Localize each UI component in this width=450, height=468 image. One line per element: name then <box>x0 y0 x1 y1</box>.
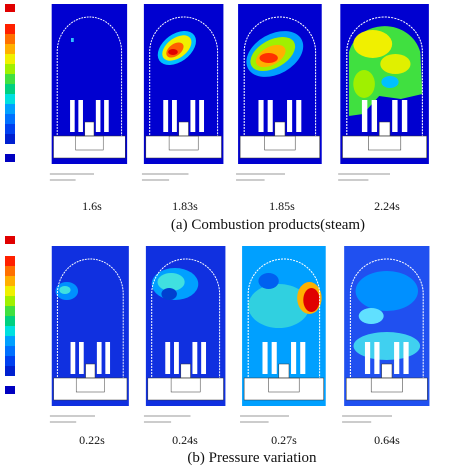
panel-b4 <box>341 246 430 423</box>
time-label: 0.24s <box>172 433 198 447</box>
time-label: 2.24s <box>374 199 400 213</box>
legend-a <box>5 4 15 162</box>
caption: (b) Pressure variation <box>187 450 317 466</box>
panel-a3 <box>235 4 322 181</box>
panel-b3 <box>239 246 326 423</box>
panel-b1 <box>49 246 129 423</box>
time-label: 1.83s <box>172 199 198 213</box>
time-label: 0.22s <box>79 433 105 447</box>
time-label: 1.85s <box>269 199 295 213</box>
time-label: 1.6s <box>82 199 102 213</box>
caption: (a) Combustion products(steam) <box>171 217 365 233</box>
legend-b <box>5 236 15 394</box>
time-label: 0.27s <box>271 433 297 447</box>
panel-a1 <box>49 4 128 181</box>
panel-b2 <box>143 246 226 423</box>
time-label: 0.64s <box>374 433 400 447</box>
panel-a4 <box>337 4 429 181</box>
panel-a2 <box>141 4 224 181</box>
